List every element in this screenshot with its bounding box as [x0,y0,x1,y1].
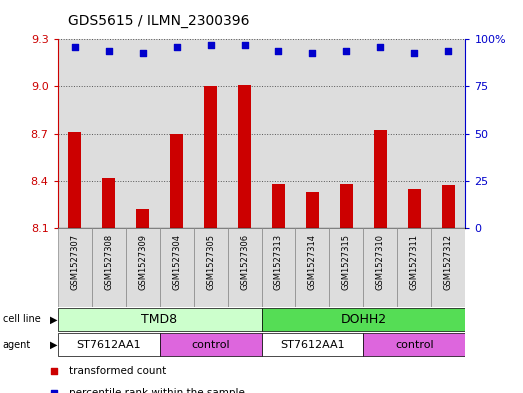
Bar [305,192,319,228]
Bar [228,39,262,228]
Bar [262,308,465,331]
Bar [363,228,397,307]
Bar [262,333,363,356]
Bar [262,228,295,307]
Bar [431,39,465,228]
Bar [442,185,456,228]
Bar [160,228,194,307]
Text: GSM1527311: GSM1527311 [410,234,419,290]
Text: GSM1527312: GSM1527312 [444,234,453,290]
Text: GSM1527309: GSM1527309 [138,234,147,290]
Bar [295,39,329,228]
Text: GSM1527313: GSM1527313 [274,234,283,290]
Text: DOHH2: DOHH2 [340,313,386,326]
Bar [58,308,262,331]
Text: agent: agent [3,340,31,350]
Bar [228,228,262,307]
Text: GSM1527305: GSM1527305 [206,234,215,290]
Point [275,48,283,54]
Text: GSM1527314: GSM1527314 [308,234,317,290]
Bar [431,228,465,307]
Point [173,44,181,50]
Text: control: control [395,340,434,350]
Text: GSM1527315: GSM1527315 [342,234,351,290]
Point [241,42,249,48]
Bar [58,228,92,307]
Point [138,50,146,56]
Bar [160,333,262,356]
Text: transformed count: transformed count [69,366,166,376]
Point [70,44,78,50]
Point [445,48,453,54]
Bar [262,39,295,228]
Bar [363,39,397,228]
Bar [374,130,388,228]
Bar [194,228,228,307]
Point [206,42,215,48]
Bar [58,333,160,356]
Bar [329,228,363,307]
Text: GSM1527310: GSM1527310 [376,234,385,290]
Point [343,48,351,54]
Text: percentile rank within the sample: percentile rank within the sample [69,388,245,393]
Text: GDS5615 / ILMN_2300396: GDS5615 / ILMN_2300396 [68,13,249,28]
Bar [340,184,353,228]
Bar [92,228,126,307]
Text: cell line: cell line [3,314,40,324]
Point [377,44,385,50]
Bar [160,39,194,228]
Bar [363,333,465,356]
Text: GSM1527304: GSM1527304 [172,234,181,290]
Bar [408,189,422,228]
Bar [126,228,160,307]
Text: GSM1527307: GSM1527307 [70,234,79,290]
Bar [58,39,92,228]
Point [309,50,317,56]
Bar [169,134,184,228]
Text: GSM1527306: GSM1527306 [240,234,249,290]
Text: control: control [191,340,230,350]
Bar [126,39,160,228]
Bar [329,39,363,228]
Point [105,48,113,54]
Bar [101,178,116,228]
Bar [295,228,329,307]
Text: ST7612AA1: ST7612AA1 [76,340,141,350]
Text: TMD8: TMD8 [141,313,178,326]
Bar [397,39,431,228]
Text: ▶: ▶ [50,340,57,350]
Bar [272,184,286,228]
Text: ST7612AA1: ST7612AA1 [280,340,345,350]
Text: GSM1527308: GSM1527308 [104,234,113,290]
Text: ▶: ▶ [50,314,57,324]
Bar [67,132,82,228]
Bar [194,39,228,228]
Bar [92,39,126,228]
Point [292,110,301,116]
Bar [136,209,150,228]
Bar [237,85,252,228]
Point [292,307,301,313]
Point [411,50,419,56]
Bar [204,86,218,228]
Bar [397,228,431,307]
